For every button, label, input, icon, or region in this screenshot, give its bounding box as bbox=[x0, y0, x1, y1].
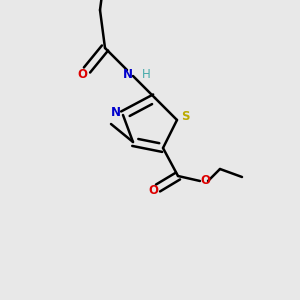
Text: N: N bbox=[123, 68, 133, 80]
Text: S: S bbox=[181, 110, 189, 124]
Text: H: H bbox=[142, 68, 150, 80]
Text: O: O bbox=[148, 184, 158, 197]
Text: N: N bbox=[111, 106, 121, 119]
Text: O: O bbox=[77, 68, 87, 80]
Text: O: O bbox=[200, 175, 210, 188]
